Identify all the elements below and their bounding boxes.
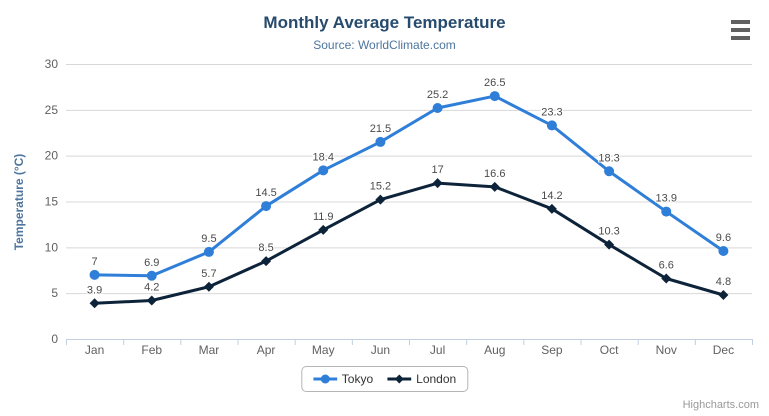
data-label-tokyo-feb: 6.9 — [144, 257, 159, 269]
x-axis-label: Dec — [713, 343, 734, 357]
series-line-tokyo — [93, 94, 725, 278]
x-axis-label: Oct — [600, 343, 619, 357]
data-label-tokyo-jul: 25.2 — [427, 89, 448, 101]
legend-marker-diamond-icon — [387, 374, 412, 384]
data-label-london-jul: 17 — [431, 164, 443, 176]
x-axis-label: Feb — [141, 343, 162, 357]
hamburger-icon — [731, 36, 750, 40]
x-axis-label: Apr — [257, 343, 276, 357]
point-tokyo-apr[interactable] — [261, 201, 272, 212]
data-label-tokyo-sep: 23.3 — [541, 106, 562, 118]
point-london-jul[interactable] — [432, 178, 443, 189]
point-london-dec[interactable] — [718, 290, 729, 300]
data-label-london-dec: 4.8 — [716, 276, 731, 288]
chart-menu-button[interactable] — [731, 20, 751, 40]
legend-marker-circle-icon — [312, 374, 337, 384]
x-axis-label: Jul — [430, 343, 445, 357]
data-label-tokyo-mar: 9.5 — [201, 233, 216, 245]
data-label-london-nov: 6.6 — [659, 260, 674, 272]
data-label-tokyo-oct: 18.3 — [598, 152, 619, 164]
x-axis-label: Nov — [656, 343, 677, 357]
y-axis-label: 30 — [45, 57, 59, 71]
x-axis-label: Jun — [371, 343, 390, 357]
legend-label-tokyo: Tokyo — [341, 372, 374, 386]
data-label-tokyo-apr: 14.5 — [255, 187, 276, 199]
data-label-tokyo-nov: 13.9 — [656, 193, 677, 205]
data-label-tokyo-may: 18.4 — [313, 151, 334, 163]
data-label-london-jan: 3.9 — [87, 284, 102, 296]
legend: Tokyo London — [300, 366, 469, 392]
point-london-nov[interactable] — [661, 273, 672, 284]
data-label-london-sep: 14.2 — [541, 190, 562, 202]
point-tokyo-nov[interactable] — [661, 206, 672, 217]
x-axis-label: Jan — [85, 343, 104, 357]
data-label-london-apr: 8.5 — [258, 242, 273, 254]
data-label-london-jun: 15.2 — [370, 181, 391, 193]
point-london-mar[interactable] — [203, 281, 214, 292]
point-london-jan[interactable] — [89, 298, 100, 309]
x-axis-label: Sep — [541, 343, 563, 357]
point-london-may[interactable] — [318, 224, 329, 235]
point-london-feb[interactable] — [146, 295, 157, 306]
point-tokyo-feb[interactable] — [146, 270, 157, 281]
x-axis-label: May — [312, 343, 335, 357]
y-axis-label: 5 — [51, 286, 58, 300]
point-london-sep[interactable] — [546, 203, 557, 214]
data-label-tokyo-jun: 21.5 — [370, 123, 391, 135]
series-line-london — [93, 181, 725, 305]
y-axis-label: 20 — [45, 149, 59, 163]
point-london-aug[interactable] — [489, 181, 500, 192]
point-tokyo-jul[interactable] — [432, 103, 443, 113]
y-axis-label: 15 — [45, 195, 59, 209]
data-label-tokyo-dec: 9.6 — [716, 232, 731, 244]
hamburger-icon — [731, 20, 750, 24]
y-axis-label: 0 — [51, 332, 58, 346]
y-axis-label: 10 — [45, 240, 59, 254]
data-label-tokyo-jan: 7 — [92, 256, 98, 268]
credits-link[interactable]: Highcharts.com — [682, 399, 759, 411]
legend-item-london[interactable]: London — [387, 372, 456, 386]
chart-subtitle: Source: WorldClimate.com — [313, 38, 456, 52]
legend-item-tokyo[interactable]: Tokyo — [312, 372, 374, 386]
point-tokyo-jan[interactable] — [89, 269, 100, 280]
point-tokyo-mar[interactable] — [203, 246, 214, 257]
chart-title: Monthly Average Temperature — [263, 13, 506, 32]
point-london-apr[interactable] — [261, 256, 272, 267]
y-axis-title: Temperature (°C) — [12, 153, 26, 251]
legend-label-london: London — [416, 372, 457, 386]
point-tokyo-may[interactable] — [318, 165, 329, 176]
hamburger-icon — [731, 28, 750, 32]
point-london-jun[interactable] — [375, 194, 386, 205]
x-axis-label: Aug — [484, 343, 505, 357]
point-tokyo-sep[interactable] — [546, 120, 557, 131]
point-tokyo-jun[interactable] — [375, 136, 386, 147]
data-label-london-mar: 5.7 — [201, 268, 216, 280]
x-axis-label: Mar — [199, 343, 220, 357]
point-london-oct[interactable] — [604, 239, 615, 250]
data-label-london-feb: 4.2 — [144, 282, 159, 294]
data-label-london-aug: 16.6 — [484, 168, 505, 180]
point-tokyo-oct[interactable] — [604, 166, 615, 177]
point-tokyo-dec[interactable] — [718, 246, 729, 256]
data-label-london-oct: 10.3 — [598, 226, 619, 238]
data-label-london-may: 11.9 — [313, 211, 334, 223]
y-axis-label: 25 — [45, 103, 59, 117]
data-label-tokyo-aug: 26.5 — [484, 77, 505, 89]
point-tokyo-aug[interactable] — [489, 91, 500, 102]
